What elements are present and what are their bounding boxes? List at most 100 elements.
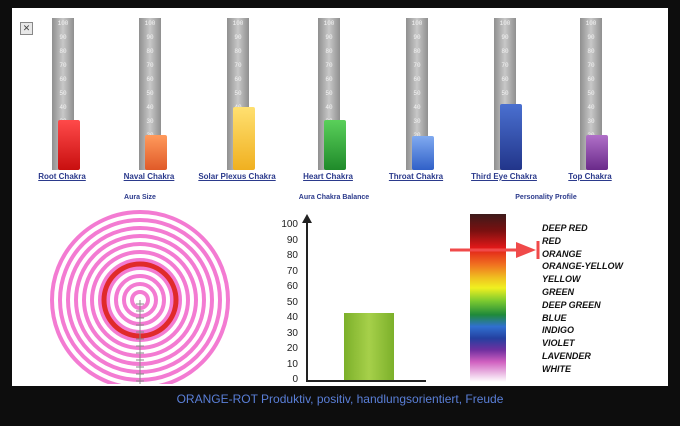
chakra-scale-tick: 70 <box>146 62 154 69</box>
chakra-scale-tick: 50 <box>59 90 67 97</box>
balance-y-tick: 100 <box>281 219 298 230</box>
chakra-bar <box>412 136 434 170</box>
balance-y-tick: 20 <box>286 343 298 354</box>
chakra-label[interactable]: Third Eye Chakra <box>471 172 537 181</box>
personality-item: ORANGE-YELLOW <box>542 261 623 272</box>
chakra-scale-tick: 40 <box>325 104 333 111</box>
balance-y-tick: 80 <box>286 250 298 261</box>
chakra-column: 1009080706050403020100Third Eye Chakra <box>464 18 544 188</box>
chakra-scale-tick: 50 <box>501 90 509 97</box>
chakra-scale-tick: 40 <box>413 104 421 111</box>
main-panel: ✕ 100 90 80 70 60 50 40 30 20 100 Root Chakra 100 90… <box>12 8 668 386</box>
personality-item: RED <box>542 235 562 246</box>
chakra-scale-tick: 80 <box>146 48 154 55</box>
chakra-scale-tick: 90 <box>234 34 242 41</box>
chakra-scale-tick: 70 <box>501 62 509 69</box>
aura-size-title: Aura Size <box>124 194 156 201</box>
personality-item: DEEP GREEN <box>542 299 601 310</box>
balance-y-tick: 70 <box>286 265 298 277</box>
chakra-label[interactable]: Heart Chakra <box>303 172 353 181</box>
chakra-scale-tick: 80 <box>413 48 421 55</box>
chakra-bar <box>324 119 346 170</box>
chakra-scale-tick: 70 <box>59 62 67 69</box>
x-axis <box>306 380 426 382</box>
y-axis <box>306 222 308 382</box>
chakra-label[interactable]: Throat Chakra <box>388 172 444 181</box>
chakra-bar <box>145 135 167 170</box>
aura-size-target <box>50 210 230 384</box>
aura-ring <box>50 210 230 384</box>
chakra-scale-tick: 20 <box>408 132 426 139</box>
chakra-scale-tick: 50 <box>413 90 421 97</box>
chakra-column: 1009080706050403020100Solar Plexus Chakr… <box>197 18 277 188</box>
chakra-scale-tick: 30 <box>587 118 595 125</box>
chakra-scale-tick: 60 <box>59 76 67 83</box>
chakra-scale-tick: 60 <box>146 76 154 83</box>
chakra-scale-tick: 90 <box>587 34 595 41</box>
chakra-scale-tick: 90 <box>59 34 67 41</box>
chakra-scale-tick: 90 <box>413 34 421 41</box>
personality-item: INDIGO <box>542 325 575 336</box>
chakra-scale-tick: 60 <box>325 76 333 83</box>
chakra-bar <box>500 104 522 170</box>
chakra-scale-tick: 60 <box>501 76 509 83</box>
chakra-column: 1009080706050403020100Naval Chakra <box>109 18 189 188</box>
chakra-scale-tick: 50 <box>234 90 242 97</box>
chakra-scale-tick: 80 <box>59 48 67 55</box>
balance-y-tick: 50 <box>286 296 298 308</box>
balance-y-tick: 60 <box>286 281 298 292</box>
chakra-scale-tick: 70 <box>325 62 333 69</box>
balance-y-tick: 10 <box>286 358 298 370</box>
chakra-bar <box>58 119 80 170</box>
chakra-column: 1009080706050403020100Top Chakra <box>550 18 630 188</box>
chakra-scale-tick: 80 <box>234 48 242 55</box>
chakra-label[interactable]: Naval Chakra <box>123 172 175 181</box>
personality-item: BLUE <box>542 312 567 323</box>
color-spectrum-bar <box>470 214 506 382</box>
chakra-scale-tick: 40 <box>146 104 154 111</box>
chakra-bar <box>233 107 255 170</box>
chakra-label[interactable]: Solar Plexus Chakra <box>198 172 276 181</box>
chakra-label[interactable]: Top Chakra <box>568 172 612 181</box>
personality-item: WHITE <box>542 363 571 374</box>
chakra-scale-tick: 100 <box>499 20 511 27</box>
chakra-label[interactable]: Root Chakra <box>38 172 86 181</box>
chakra-scale-tick: 80 <box>325 48 333 55</box>
chakra-bar <box>586 135 608 170</box>
chakra-scale-tick: 100 <box>323 20 335 27</box>
chakra-scale-tick: 40 <box>587 104 595 111</box>
aura-balance-chart: 100 90 80 70 60 50 40 30 20 10 0 <box>274 214 434 388</box>
chakra-scale-tick: 60 <box>234 76 242 83</box>
balance-bar <box>344 313 394 380</box>
personality-item: ORANGE <box>542 248 582 259</box>
chakra-scale-tick: 100 <box>585 20 597 27</box>
chakra-scale-tick: 90 <box>146 34 154 41</box>
chakra-scale-tick: 100 <box>144 20 156 27</box>
aura-balance-title: Aura Chakra Balance <box>298 194 370 201</box>
chakra-scale-tick: 50 <box>146 90 154 97</box>
chakra-scale-tick: 30 <box>413 118 421 125</box>
chakra-scale-tick: 90 <box>501 34 509 41</box>
chakra-scale-tick: 50 <box>325 90 333 97</box>
chakra-scale-tick: 80 <box>587 48 595 55</box>
chakra-scale-tick: 100 <box>411 20 423 27</box>
chakra-scale-tick: 100 <box>232 20 244 27</box>
close-icon[interactable]: ✕ <box>20 22 33 35</box>
personality-item: DEEP RED <box>542 223 588 233</box>
status-caption: ORANGE-ROT Produktiv, positiv, handlungs… <box>176 392 504 406</box>
chakra-scale-tick: 70 <box>413 62 421 69</box>
chakra-scale-tick: 30 <box>146 118 154 125</box>
personality-item: LAVENDER <box>542 351 591 361</box>
y-axis-arrow-icon <box>302 214 312 223</box>
chakra-column: 1009080706050403020100Root Chakra <box>22 18 102 188</box>
chakra-scale-tick: 60 <box>587 76 595 83</box>
balance-y-tick: 40 <box>286 312 298 323</box>
chakra-scale-tick: 100 <box>57 20 69 27</box>
chakra-column: 1009080706050403020100Heart Chakra <box>288 18 368 188</box>
chakra-scale-tick: 80 <box>501 48 509 55</box>
chakra-column: 1009080706050403020100Throat Chakra <box>376 18 456 188</box>
chakra-scale-tick: 40 <box>59 104 67 111</box>
chakra-scale-tick: 50 <box>587 90 595 97</box>
